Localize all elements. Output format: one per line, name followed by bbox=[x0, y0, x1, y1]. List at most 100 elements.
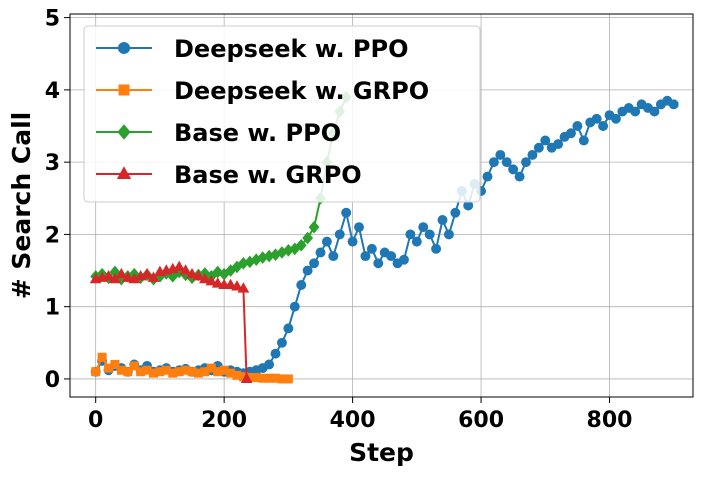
data-point bbox=[264, 359, 275, 370]
data-point bbox=[97, 352, 107, 362]
data-point bbox=[174, 367, 184, 377]
data-point bbox=[141, 267, 153, 279]
legend-label: Base w. PPO bbox=[174, 119, 341, 147]
data-point bbox=[341, 207, 352, 218]
y-tick-label: 5 bbox=[45, 7, 60, 32]
data-point bbox=[540, 135, 551, 146]
data-point bbox=[411, 236, 422, 247]
legend-label: Deepseek w. PPO bbox=[174, 35, 409, 63]
data-point bbox=[179, 264, 192, 275]
data-point bbox=[668, 99, 679, 110]
data-point bbox=[206, 363, 216, 373]
data-point bbox=[649, 106, 660, 117]
series-layer bbox=[89, 90, 679, 384]
data-point bbox=[482, 171, 493, 182]
data-point bbox=[386, 251, 397, 262]
data-point bbox=[591, 113, 602, 124]
data-point bbox=[258, 373, 268, 383]
data-point bbox=[104, 363, 114, 373]
data-point bbox=[373, 258, 384, 269]
data-point bbox=[463, 200, 474, 211]
data-point bbox=[168, 368, 178, 378]
y-tick-label: 3 bbox=[45, 151, 60, 176]
data-point bbox=[578, 135, 589, 146]
data-point bbox=[192, 270, 205, 281]
legend-label: Base w. GRPO bbox=[174, 161, 362, 189]
data-point bbox=[424, 229, 435, 240]
data-point bbox=[443, 229, 454, 240]
data-point bbox=[180, 268, 192, 282]
data-point bbox=[270, 348, 281, 359]
x-tick-label: 600 bbox=[458, 408, 504, 433]
data-point bbox=[193, 368, 203, 378]
data-point bbox=[91, 367, 101, 377]
data-point bbox=[219, 365, 229, 375]
data-point bbox=[527, 149, 538, 160]
data-point bbox=[572, 121, 583, 131]
data-point bbox=[295, 238, 307, 252]
data-point bbox=[129, 361, 139, 371]
data-point bbox=[167, 270, 179, 283]
data-point bbox=[115, 267, 128, 279]
legend-item: Deepseek w. PPO bbox=[96, 35, 409, 63]
data-point bbox=[187, 367, 197, 377]
data-point bbox=[245, 372, 255, 382]
data-point bbox=[553, 139, 564, 150]
data-point bbox=[431, 243, 442, 254]
legend-marker bbox=[118, 84, 130, 96]
data-point bbox=[302, 231, 314, 245]
data-point bbox=[116, 365, 126, 375]
data-point bbox=[488, 157, 499, 168]
data-point bbox=[437, 215, 448, 225]
data-point bbox=[238, 372, 248, 382]
legend-marker bbox=[117, 41, 131, 55]
data-point bbox=[289, 301, 300, 312]
y-tick-label: 0 bbox=[45, 368, 60, 393]
data-point bbox=[251, 372, 261, 382]
data-point bbox=[240, 372, 253, 383]
data-point bbox=[501, 157, 512, 168]
data-point bbox=[308, 220, 320, 234]
data-point bbox=[238, 257, 249, 270]
legend-marker bbox=[116, 166, 132, 179]
data-point bbox=[566, 128, 576, 139]
data-point bbox=[598, 121, 609, 131]
data-point bbox=[271, 373, 281, 383]
data-point bbox=[231, 260, 243, 274]
legend: Deepseek w. PPO Deepseek w. GRPO Base w. P… bbox=[83, 25, 481, 203]
data-point bbox=[123, 367, 133, 377]
data-point bbox=[102, 270, 115, 281]
x-tick-label: 400 bbox=[330, 408, 376, 433]
legend-item: Base w. PPO bbox=[96, 119, 341, 147]
data-point bbox=[109, 272, 121, 284]
data-point bbox=[495, 149, 506, 160]
data-point bbox=[366, 243, 377, 254]
y-axis-label: # Search Call bbox=[7, 112, 36, 300]
data-point bbox=[399, 254, 409, 265]
data-point bbox=[296, 280, 307, 290]
y-tick-label: 2 bbox=[45, 223, 60, 248]
data-point bbox=[232, 370, 242, 380]
data-point bbox=[328, 251, 339, 262]
data-point bbox=[148, 368, 158, 378]
data-point bbox=[521, 157, 531, 168]
data-point bbox=[450, 207, 461, 218]
data-point bbox=[199, 272, 211, 284]
y-tick-label: 1 bbox=[45, 296, 60, 321]
data-point bbox=[237, 282, 250, 293]
data-point bbox=[283, 323, 294, 334]
data-point bbox=[610, 113, 621, 124]
data-point bbox=[155, 367, 165, 377]
data-point bbox=[334, 229, 345, 240]
data-point bbox=[109, 265, 121, 279]
data-point bbox=[161, 365, 171, 375]
data-point bbox=[110, 359, 120, 369]
data-point bbox=[181, 365, 191, 375]
data-point bbox=[115, 272, 127, 286]
data-point bbox=[289, 242, 301, 256]
data-point bbox=[200, 367, 210, 377]
data-point bbox=[347, 236, 358, 247]
data-point bbox=[173, 265, 185, 279]
data-point bbox=[508, 164, 519, 175]
